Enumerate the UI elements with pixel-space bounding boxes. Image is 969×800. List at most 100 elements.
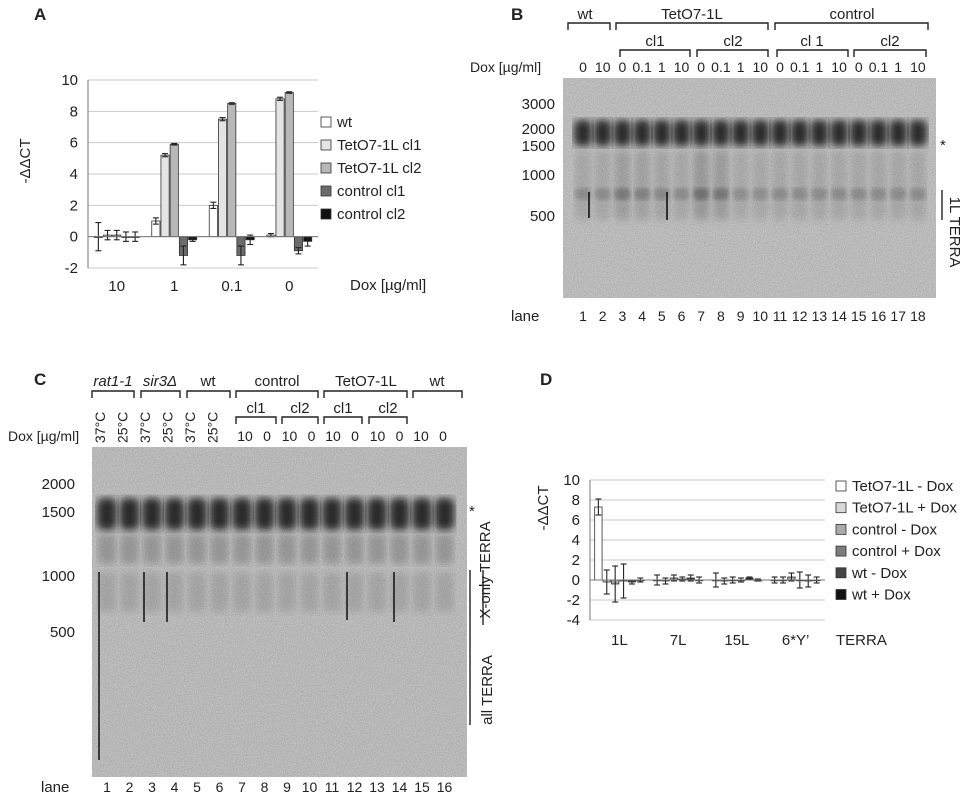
blot-b-brackets: [567, 22, 929, 57]
band-main: [593, 120, 612, 146]
band-smear: [233, 534, 251, 564]
band-smear: [143, 534, 161, 564]
blot-c-lane-label: lane: [41, 779, 69, 796]
band-terra: [188, 572, 206, 612]
lane-number: 12: [347, 779, 363, 795]
band-terra: [390, 572, 409, 612]
band-main: [97, 498, 117, 530]
band-terra: [850, 188, 867, 200]
band-smear: [634, 150, 651, 220]
band-main: [434, 498, 455, 530]
lane-number: 10: [302, 779, 318, 795]
lane-number: 16: [437, 779, 453, 795]
lane-number: 5: [658, 308, 666, 324]
dox-value: 0: [396, 428, 404, 444]
band-main: [344, 498, 365, 530]
band-terra: [732, 188, 749, 200]
blot-c-dox-values: 10 0 10 0 10 0 10 0 10 0: [237, 428, 447, 444]
lane-number: 7: [697, 308, 705, 324]
lane-number: 14: [392, 779, 408, 795]
blot-c-temperatures: 37°C 25°C 37°C 25°C 37°C 25°C: [92, 412, 221, 443]
blot-c-group-teto: TetO7-1L: [335, 373, 397, 390]
panel-label-d: D: [540, 370, 552, 389]
panel-label-a: A: [34, 5, 46, 24]
blot-c-sub-cl2-teto: cl2: [378, 400, 397, 417]
blot-c-lane-numbers: 1 2 3 4 5 6 7 8 9 10 11 12 13 14 15 16: [103, 779, 452, 795]
blot-c-group-sir: sir3Δ: [143, 373, 177, 390]
band-terra: [165, 572, 184, 612]
lane-number: 6: [216, 779, 224, 795]
blot-b-dox-label: Dox [µg/ml]: [470, 59, 541, 75]
band-smear: [98, 534, 116, 564]
category-label: 10: [108, 278, 125, 295]
y-tick-label: 4: [70, 166, 78, 183]
blot-b-sub-cl2: cl2: [723, 33, 742, 50]
band-main: [790, 120, 809, 146]
blot-b-lane-numbers: 1 2 3 4 5 6 7 8 9 10 11 12 13 14 15 16 17 18: [579, 308, 926, 324]
band-terra: [575, 188, 591, 200]
size-marker: 500: [50, 624, 75, 641]
chart-d-axes: [589, 480, 825, 620]
legend-label: TetO7-1L cl2: [337, 160, 422, 177]
chart-a-legend: wt TetO7-1L cl1 TetO7-1L cl2 control cl1 con…: [320, 114, 422, 223]
dox-value: 0: [263, 428, 271, 444]
band-terra: [673, 188, 690, 200]
band-main: [908, 120, 927, 146]
dox-value: 0.1: [632, 59, 652, 75]
band-smear: [850, 150, 867, 220]
temperature-label: 37°C: [182, 412, 198, 443]
band-terra: [791, 188, 808, 200]
lane-number: 8: [261, 779, 269, 795]
y-tick-label: 0: [70, 229, 78, 246]
legend-swatch: [835, 545, 847, 557]
temperature-label: 37°C: [92, 412, 108, 443]
blot-b-group-wt: wt: [577, 6, 594, 23]
band-terra: [772, 188, 788, 200]
size-marker: 1000: [522, 167, 555, 184]
dox-value: 10: [831, 59, 847, 75]
bar: [275, 98, 285, 238]
band-terra: [653, 188, 670, 200]
legend-label: wt + Dox: [851, 587, 911, 604]
band-smear: [413, 534, 431, 564]
blot-b-group-control: control: [829, 6, 874, 23]
band-smear: [300, 534, 319, 564]
band-main: [367, 498, 387, 530]
blot-b-bands: [574, 120, 927, 220]
bar: [284, 92, 294, 238]
band-main: [731, 120, 750, 146]
band-terra: [712, 188, 729, 200]
legend-label: control cl1: [337, 183, 405, 200]
dox-value: 0.1: [711, 59, 731, 75]
band-terra: [870, 188, 887, 200]
legend-label: wt - Dox: [851, 565, 908, 582]
band-main: [299, 498, 320, 530]
lane-number: 3: [619, 308, 627, 324]
blot-b-side-label: 1L TERRA: [946, 197, 963, 268]
legend-swatch: [320, 208, 332, 220]
lane-number: 9: [283, 779, 291, 795]
lane-number: 1: [579, 308, 587, 324]
band-terra: [614, 188, 631, 200]
chart-a-bars: [93, 91, 313, 266]
legend-swatch: [320, 185, 332, 197]
y-tick-label: 6: [70, 135, 78, 152]
band-smear: [732, 150, 749, 220]
band-smear: [188, 534, 206, 564]
band-terra: [890, 188, 907, 200]
band-terra: [909, 188, 926, 200]
blot-c-group-rat: rat1-1: [93, 373, 132, 390]
size-marker: 500: [530, 208, 555, 225]
band-smear: [870, 150, 887, 220]
category-label: 0: [285, 278, 293, 295]
y-tick-label: 2: [572, 552, 580, 569]
legend-swatch: [320, 162, 332, 174]
lane-number: 5: [193, 779, 201, 795]
lane-number: 1: [103, 779, 111, 795]
blot-c-group-wt: wt: [200, 373, 217, 390]
blot-b-sub-cl1: cl1: [645, 33, 664, 50]
lane-number: 10: [753, 308, 769, 324]
band-main: [849, 120, 868, 146]
lane-number: 7: [238, 779, 246, 795]
band-main: [672, 120, 691, 146]
